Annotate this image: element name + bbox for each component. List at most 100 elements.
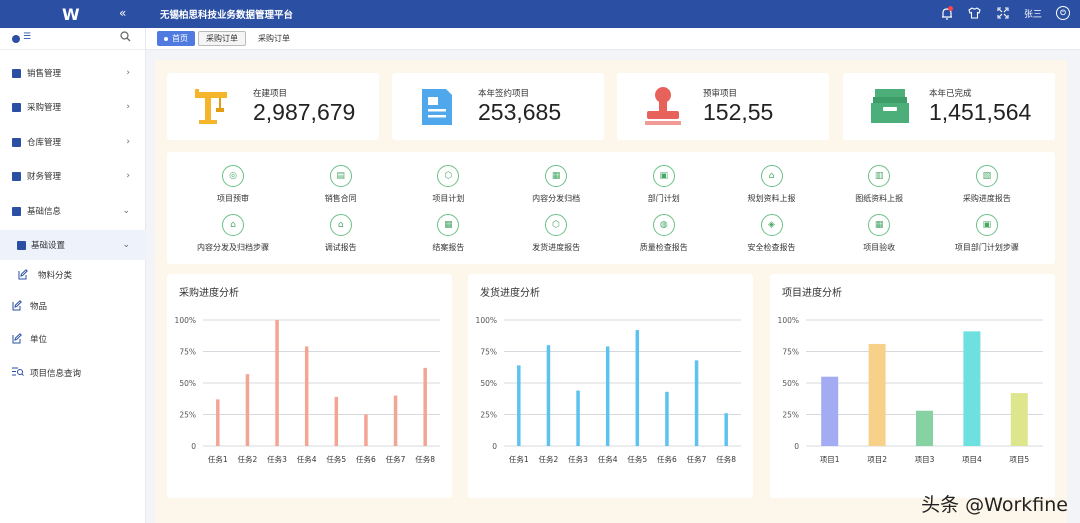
quick-action-label: 结案报告: [432, 243, 465, 252]
tab-purchase-order-2[interactable]: 采购订单: [258, 34, 290, 43]
sidebar-item-unit[interactable]: 单位: [0, 324, 146, 354]
y-tick-label: 100%: [778, 316, 799, 325]
quick-action-item[interactable]: ⌂ 规划资料上报: [718, 165, 826, 204]
quick-action-item[interactable]: ⬡ 项目计划: [394, 165, 502, 204]
sidebar-header: ☰: [0, 28, 145, 50]
quick-action-label: 内容分发及归档步骤: [197, 243, 269, 252]
tab-home[interactable]: 首页: [157, 31, 195, 46]
menu-icon[interactable]: ☰: [23, 32, 32, 42]
x-tick-label: 项目1: [820, 455, 840, 464]
sidebar-item-basic-settings[interactable]: 基础设置 ⌄: [0, 230, 146, 260]
chevron-down-icon: ⌄: [122, 240, 130, 250]
tab-label: 首页: [172, 34, 188, 43]
sidebar-item-purchase[interactable]: 采购管理 ›: [0, 92, 146, 122]
x-tick-label: 任务2: [238, 454, 258, 464]
search-icon[interactable]: [120, 31, 131, 45]
y-tick-label: 50%: [782, 379, 799, 388]
quick-action-item[interactable]: ⌂ 调试报告: [287, 214, 395, 253]
top-bar: W « 无锡柏思科技业务数据管理平台 张三 ⏻: [0, 0, 1080, 28]
shirt-icon[interactable]: [968, 5, 982, 21]
crane-icon: [191, 86, 231, 130]
x-tick-label: 任务3: [267, 454, 287, 464]
x-tick-label: 任务7: [687, 454, 707, 464]
quick-action-item[interactable]: ▣ 项目部门计划步骤: [933, 214, 1041, 253]
active-dot-icon: [164, 36, 168, 41]
stat-card-signed[interactable]: 本年签约项目 253,685: [392, 73, 604, 140]
top-toolbar: 张三 ⏻: [940, 5, 1070, 21]
quick-action-icon: ◎: [222, 165, 244, 187]
logout-icon[interactable]: ⏻: [1056, 6, 1070, 20]
x-tick-label: 任务5: [326, 454, 346, 464]
bar: [245, 374, 250, 446]
quick-action-item[interactable]: ◍ 质量检查报告: [610, 214, 718, 253]
stat-card-completed[interactable]: 本年已完成 1,451,564: [843, 73, 1055, 140]
quick-actions-panel: ◎ 项目预审 ▤ 销售合同 ⬡ 项目计划 ▦ 内容分发归档 ▣ 部门计划 ⌂ 规划资料上报 ▥ 图纸资料上…: [167, 152, 1055, 264]
y-tick-label: 0: [794, 442, 799, 451]
quick-action-item[interactable]: ▤ 销售合同: [287, 165, 395, 204]
quick-action-item[interactable]: ▦ 结案报告: [394, 214, 502, 253]
sidebar-item-project-query[interactable]: 项目信息查询: [0, 358, 146, 388]
chevron-right-icon: ›: [126, 137, 130, 147]
tab-bar: 首页 采购订单 采购订单: [146, 28, 1080, 50]
sidebar-item-label: 仓库管理: [27, 138, 62, 148]
quick-action-icon: ▦: [437, 214, 460, 236]
x-tick-label: 任务4: [297, 454, 317, 464]
y-tick-label: 100%: [476, 316, 497, 325]
quick-action-icon: ⬡: [545, 214, 568, 236]
quick-action-item[interactable]: ◎ 项目预审: [179, 165, 287, 204]
collapse-sidebar-button[interactable]: «: [119, 6, 127, 20]
purchase-progress-chart: 0 25% 50% 75% 100% 任务1 任务2 任务3 任务4 任务5 任务6 任务7 任务8: [175, 316, 440, 464]
quick-action-item[interactable]: ⬡ 发货进度报告: [502, 214, 610, 253]
list-search-icon: [12, 367, 24, 380]
sidebar-item-label: 单位: [30, 335, 48, 345]
sidebar-item-material-category[interactable]: 物料分类: [0, 260, 146, 290]
chevron-right-icon: ›: [126, 102, 130, 112]
quick-action-item[interactable]: ▥ 图纸资料上报: [825, 165, 933, 204]
theme-dot-icon[interactable]: [12, 35, 20, 43]
sidebar-item-label: 销售管理: [27, 69, 62, 79]
quick-action-label: 销售合同: [324, 194, 357, 203]
sidebar-item-sales[interactable]: 销售管理 ›: [0, 58, 146, 88]
folder-icon: [12, 206, 21, 216]
folder-icon: [12, 102, 21, 112]
sidebar-item-goods[interactable]: 物品: [0, 291, 146, 321]
quick-action-item[interactable]: ▦ 内容分发归档: [502, 165, 610, 204]
quick-action-item[interactable]: ▦ 项目验收: [825, 214, 933, 253]
app-logo[interactable]: W: [62, 5, 80, 24]
quick-action-icon: ▥: [868, 165, 891, 187]
bar: [546, 345, 551, 446]
sidebar-item-basic-info[interactable]: 基础信息 ⌄: [0, 196, 146, 226]
bar: [393, 395, 398, 446]
bar: [364, 414, 368, 446]
quick-action-item[interactable]: ▧ 采购进度报告: [933, 165, 1041, 204]
bar: [216, 399, 220, 446]
quick-action-icon: ▣: [975, 214, 998, 236]
tab-purchase-order[interactable]: 采购订单: [198, 31, 246, 46]
chevron-right-icon: ›: [126, 68, 130, 78]
y-tick-label: 25%: [179, 411, 196, 420]
sidebar-item-finance[interactable]: 财务管理 ›: [0, 161, 146, 191]
quick-action-item[interactable]: ◈ 安全检查报告: [718, 214, 826, 253]
x-tick-label: 任务2: [539, 454, 559, 464]
quick-action-item[interactable]: ▣ 部门计划: [610, 165, 718, 204]
folder-icon: [17, 240, 26, 250]
chevron-right-icon: ›: [126, 171, 130, 181]
quick-action-item[interactable]: ⌂ 内容分发及归档步骤: [179, 214, 287, 253]
inbox-icon: [869, 87, 911, 129]
edit-icon: [12, 333, 22, 347]
quick-action-label: 发货进度报告: [532, 243, 581, 252]
sidebar: ☰ 销售管理 › 采购管理 › 仓库管理 › 财务管理 › 基础信息 ⌄ 基础设…: [0, 28, 146, 523]
sidebar-item-label: 采购管理: [27, 103, 62, 113]
quick-action-icon: ▤: [329, 165, 352, 187]
x-tick-label: 任务6: [356, 454, 376, 464]
fullscreen-icon[interactable]: [996, 5, 1010, 21]
bell-icon[interactable]: [940, 5, 954, 21]
stat-card-pre-review[interactable]: 预审项目 152,55: [617, 73, 829, 140]
x-tick-label: 任务1: [509, 454, 529, 464]
stat-card-in-progress[interactable]: 在建项目 2,987,679: [167, 73, 379, 140]
bar: [517, 365, 521, 446]
sidebar-item-warehouse[interactable]: 仓库管理 ›: [0, 127, 146, 157]
stat-label: 预审项目: [703, 89, 738, 99]
user-name[interactable]: 张三: [1023, 9, 1042, 20]
y-tick-label: 25%: [480, 411, 497, 420]
